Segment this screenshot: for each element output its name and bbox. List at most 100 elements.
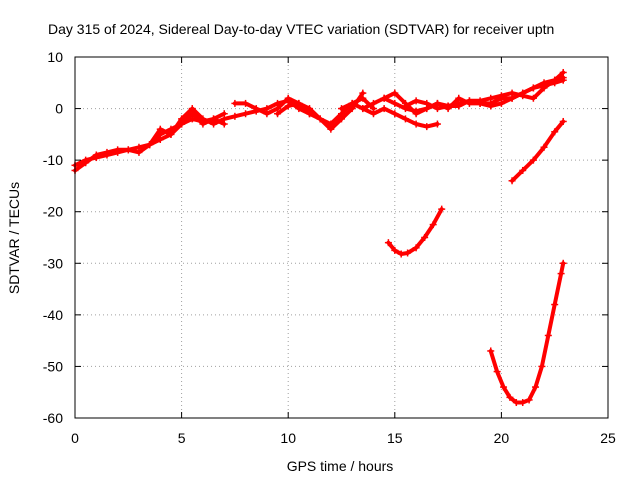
data-point — [540, 143, 548, 151]
series-11 — [487, 259, 567, 407]
data-point — [508, 177, 516, 185]
data-point — [103, 151, 111, 159]
data-point — [559, 117, 567, 125]
data-point — [532, 383, 540, 391]
y-tick-label: -20 — [43, 204, 63, 220]
data-point — [559, 259, 567, 267]
data-point — [114, 148, 122, 156]
data-point — [92, 154, 100, 162]
x-tick-label: 15 — [387, 430, 403, 446]
y-tick-label: -40 — [43, 307, 63, 323]
series-line — [339, 101, 440, 129]
chart-title: Day 315 of 2024, Sidereal Day-to-day VTE… — [48, 21, 554, 37]
data-point — [178, 120, 186, 128]
data-point — [316, 115, 324, 123]
data-point — [284, 94, 292, 102]
data-point — [252, 105, 260, 113]
data-point — [306, 105, 314, 113]
data-point — [519, 166, 527, 174]
data-point — [529, 94, 537, 102]
data-point — [242, 110, 250, 118]
data-point — [231, 99, 239, 107]
series-line — [382, 75, 566, 116]
data-point — [519, 399, 527, 407]
y-tick-label: -60 — [43, 410, 63, 426]
data-point — [506, 393, 514, 401]
data-point — [359, 105, 367, 113]
data-point — [384, 239, 392, 247]
data-point — [156, 125, 164, 133]
data-point — [412, 110, 420, 118]
data-point — [397, 250, 405, 258]
data-point — [538, 362, 546, 370]
data-point — [380, 105, 388, 113]
data-point — [404, 249, 412, 257]
y-tick-label: -50 — [43, 358, 63, 374]
series-5 — [274, 89, 367, 133]
data-point — [551, 301, 559, 309]
data-point — [433, 120, 441, 128]
data-point — [412, 97, 420, 105]
data-point — [124, 146, 132, 154]
data-point — [380, 94, 388, 102]
axis-ticks: 0 5 10 15 20 25 10 0 -10 -20 -30 -40 -50 -60 — [43, 49, 616, 446]
series-10 — [384, 205, 446, 258]
data-point — [529, 84, 537, 92]
data-point — [295, 99, 303, 107]
data-point — [493, 368, 501, 376]
series-line — [403, 70, 566, 111]
data-point — [429, 221, 437, 229]
data-point — [391, 99, 399, 107]
plot-frame — [74, 56, 609, 419]
data-point — [369, 110, 377, 118]
series-3 — [146, 110, 228, 149]
data-point — [210, 115, 218, 123]
data-point — [455, 102, 463, 110]
data-point — [348, 99, 356, 107]
series-6 — [338, 99, 441, 131]
data-point — [338, 105, 345, 113]
data-point — [487, 347, 495, 355]
data-point — [338, 115, 345, 123]
data-point — [220, 120, 228, 128]
series-line — [488, 261, 566, 405]
data-point — [263, 110, 271, 118]
data-point — [476, 97, 484, 105]
data-point — [551, 128, 559, 136]
data-point — [242, 99, 250, 107]
data-point — [487, 102, 495, 110]
data-point — [497, 99, 505, 107]
data-point — [284, 102, 292, 110]
data-point — [497, 92, 505, 100]
data-point — [401, 102, 409, 110]
x-tick-label: 0 — [71, 430, 79, 446]
y-tick-label: 0 — [55, 101, 63, 117]
data-point — [540, 84, 548, 92]
data-point — [391, 246, 399, 254]
data-point — [423, 123, 431, 131]
series-9 — [401, 68, 567, 113]
data-point — [135, 148, 143, 156]
data-point — [519, 92, 527, 100]
x-tick-label: 10 — [280, 430, 296, 446]
data-point — [199, 120, 207, 128]
data-point — [412, 120, 420, 128]
data-point — [500, 383, 508, 391]
data-point — [423, 99, 431, 107]
data-point — [82, 156, 90, 164]
series-12 — [508, 117, 567, 185]
data-point — [455, 94, 463, 102]
data-point — [551, 76, 559, 84]
data-point — [391, 110, 399, 118]
data-point — [188, 110, 196, 118]
x-tick-label: 20 — [494, 430, 510, 446]
y-tick-label: 10 — [47, 49, 63, 65]
data-point — [412, 244, 420, 252]
data-point — [369, 99, 377, 107]
plot-series — [71, 68, 567, 407]
data-point — [438, 205, 446, 213]
series-line — [510, 119, 566, 183]
y-axis-label: SDTVAR / TECUs — [6, 182, 22, 294]
data-point — [557, 270, 565, 278]
